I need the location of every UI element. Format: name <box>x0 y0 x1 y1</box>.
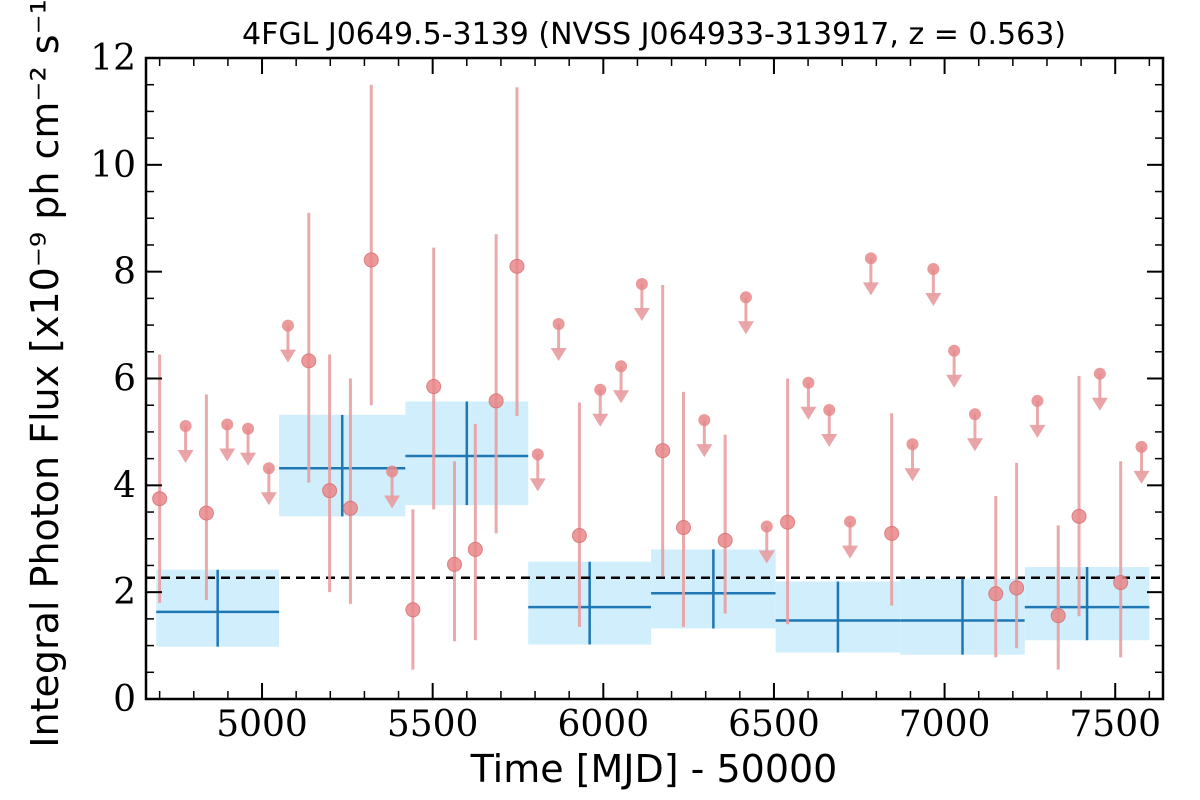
upper-limit-arrowhead-23 <box>1029 424 1046 438</box>
upper-limit-point-10 <box>615 360 628 373</box>
upper-limit-point-6 <box>386 465 399 478</box>
upper-limit-arrowhead-8 <box>550 348 567 362</box>
upper-limit-arrowhead-15 <box>800 406 817 420</box>
upper-limit-arrowhead-16 <box>821 434 838 448</box>
y-tick-label: 4 <box>113 465 136 506</box>
upper-limit-arrowhead-6 <box>384 495 401 509</box>
data-points-layer <box>152 84 1150 670</box>
upper-limit-point-19 <box>906 438 919 451</box>
detection-point-21 <box>1050 608 1066 624</box>
upper-limit-point-8 <box>552 318 565 331</box>
upper-limit-arrowhead-14 <box>758 550 775 564</box>
detection-point-12 <box>509 258 525 274</box>
detection-point-23 <box>1113 575 1129 591</box>
upper-limit-arrowhead-3 <box>240 452 257 466</box>
axes-layer: 5000 5500 6000 6500 7000 7500 0 2 4 6 8 10 12 <box>90 38 1165 745</box>
binned-flux-layer <box>156 401 1150 655</box>
upper-limit-arrowhead-5 <box>279 349 296 363</box>
y-tick-label: 12 <box>90 38 136 79</box>
upper-limit-point-15 <box>802 376 815 389</box>
upper-limit-point-23 <box>1031 394 1044 407</box>
y-tick-label: 0 <box>113 679 136 720</box>
upper-limit-point-22 <box>968 408 981 421</box>
detection-point-20 <box>1009 580 1025 596</box>
detection-point-13 <box>571 528 587 544</box>
upper-limit-point-20 <box>927 262 940 275</box>
upper-limit-point-3 <box>242 422 255 435</box>
upper-limit-arrowhead-4 <box>260 492 277 506</box>
upper-limit-arrowhead-12 <box>696 444 713 458</box>
upper-limit-point-4 <box>262 462 275 475</box>
x-tick-label: 7500 <box>1069 704 1161 745</box>
detection-point-10 <box>467 541 483 557</box>
upper-limit-point-24 <box>1093 367 1106 380</box>
upper-limit-point-25 <box>1135 440 1148 453</box>
upper-limit-point-11 <box>635 277 648 290</box>
x-tick-label: 6000 <box>557 704 649 745</box>
upper-limit-point-12 <box>698 414 711 427</box>
upper-limit-arrowhead-11 <box>633 307 650 321</box>
upper-limit-arrowhead-1 <box>177 450 194 464</box>
upper-limit-arrowhead-17 <box>842 545 859 559</box>
upper-limit-point-13 <box>739 291 752 304</box>
detection-point-7 <box>405 602 421 618</box>
upper-limit-arrowhead-9 <box>592 413 609 427</box>
detection-point-22 <box>1071 508 1087 524</box>
detection-point-19 <box>988 586 1004 602</box>
upper-limit-arrowhead-18 <box>862 282 879 296</box>
detection-point-11 <box>488 393 504 409</box>
detection-point-3 <box>301 353 317 369</box>
detection-point-6 <box>363 252 379 268</box>
upper-limit-arrowhead-2 <box>219 448 236 462</box>
y-tick-label: 2 <box>113 572 136 613</box>
upper-limit-arrowhead-20 <box>925 292 942 306</box>
upper-limit-point-14 <box>760 520 773 533</box>
upper-limit-point-18 <box>864 252 877 265</box>
detection-point-5 <box>342 500 358 516</box>
y-axis-title: Integral Photon Flux [x10⁻⁹ ph cm⁻² s⁻¹] <box>23 0 67 748</box>
upper-limit-point-9 <box>594 383 607 396</box>
detection-point-1 <box>152 491 168 507</box>
detection-point-16 <box>717 532 733 548</box>
upper-limit-arrowhead-25 <box>1133 470 1150 484</box>
detection-point-8 <box>426 379 442 395</box>
upper-limit-point-5 <box>281 319 294 332</box>
y-tick-label: 6 <box>113 359 136 400</box>
chart-title: 4FGL J0649.5-3139 (NVSS J064933-313917, … <box>242 17 1066 52</box>
upper-limit-point-1 <box>179 420 192 433</box>
x-tick-label: 7000 <box>899 704 991 745</box>
upper-limit-point-2 <box>221 418 234 431</box>
x-tick-label: 5500 <box>387 704 479 745</box>
x-tick-label: 5000 <box>216 704 308 745</box>
detection-point-2 <box>198 505 214 521</box>
upper-limit-point-21 <box>948 344 961 357</box>
upper-limit-arrowhead-7 <box>529 478 546 492</box>
x-axis-title: Time [MJD] - 50000 <box>470 747 838 791</box>
detection-point-17 <box>780 514 796 530</box>
y-tick-label: 8 <box>113 252 136 293</box>
detection-point-14 <box>655 443 671 459</box>
detection-point-15 <box>676 520 692 536</box>
upper-limit-arrowhead-10 <box>613 390 630 404</box>
upper-limit-arrowhead-21 <box>946 374 963 388</box>
upper-limit-point-16 <box>823 404 836 417</box>
detection-point-9 <box>447 556 463 572</box>
x-tick-label: 6500 <box>728 704 820 745</box>
detection-point-4 <box>322 483 338 499</box>
upper-limit-arrowhead-19 <box>904 468 921 482</box>
upper-limit-arrowhead-13 <box>737 321 754 335</box>
upper-limit-point-7 <box>531 448 544 461</box>
y-tick-label: 10 <box>90 145 136 186</box>
upper-limit-arrowhead-22 <box>966 438 983 452</box>
detection-point-18 <box>884 525 900 541</box>
upper-limit-point-17 <box>844 515 857 528</box>
upper-limit-arrowhead-24 <box>1091 397 1108 411</box>
